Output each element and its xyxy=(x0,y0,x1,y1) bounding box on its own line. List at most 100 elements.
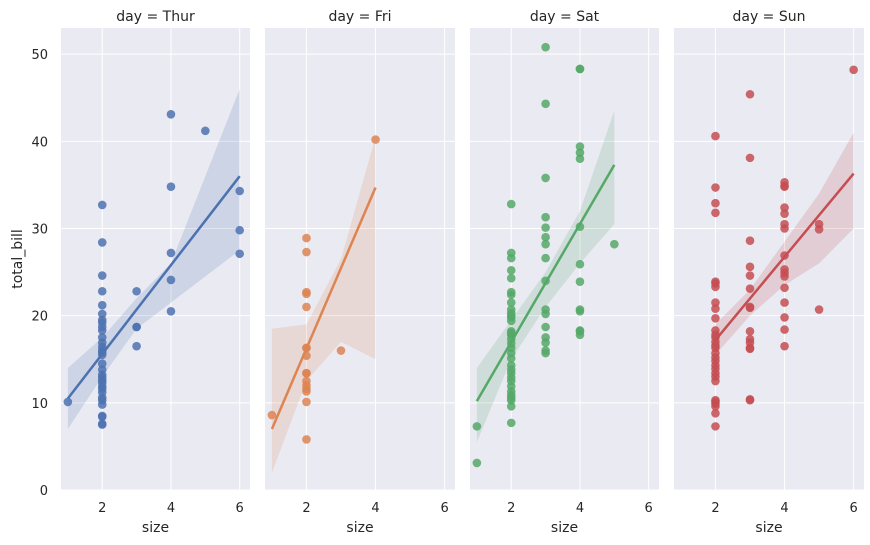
data-point xyxy=(745,395,755,404)
data-point xyxy=(63,397,73,407)
data-point xyxy=(575,259,585,269)
regression-line xyxy=(270,187,377,430)
y-tick-label: 0 xyxy=(40,484,48,499)
facet-title: day = Thur xyxy=(116,9,195,25)
data-point xyxy=(302,302,311,312)
data-point xyxy=(541,232,550,242)
data-point xyxy=(745,303,755,313)
data-point xyxy=(506,402,516,411)
data-point xyxy=(541,322,550,332)
regression-line xyxy=(714,172,855,341)
data-point xyxy=(711,298,720,307)
data-point xyxy=(166,109,176,119)
data-point xyxy=(814,225,824,234)
y-tick-label: 10 xyxy=(31,397,48,412)
data-point xyxy=(506,311,516,320)
data-point xyxy=(711,198,720,208)
data-point xyxy=(745,284,755,293)
data-point xyxy=(575,154,585,164)
data-point xyxy=(97,200,107,210)
facet-3: day = Sat 2 4 6 size xyxy=(470,9,659,536)
data-point xyxy=(235,186,244,196)
data-point xyxy=(575,277,585,286)
data-point xyxy=(97,326,107,335)
data-point xyxy=(97,400,107,409)
data-point xyxy=(472,458,482,468)
confidence-band xyxy=(476,110,615,443)
facet-background xyxy=(470,28,659,490)
data-point xyxy=(336,346,346,355)
data-point xyxy=(506,395,516,405)
regression-line xyxy=(475,164,616,402)
data-point xyxy=(541,253,550,263)
data-point xyxy=(780,313,789,322)
data-point xyxy=(780,272,789,281)
data-point xyxy=(302,247,311,257)
data-point xyxy=(506,328,516,338)
data-point xyxy=(780,224,789,233)
data-point xyxy=(745,327,755,336)
facet-title: day = Sun xyxy=(732,9,805,25)
data-point xyxy=(97,309,107,319)
x-tick-label: 4 xyxy=(576,501,584,516)
data-point xyxy=(711,183,720,192)
data-point xyxy=(814,305,824,314)
x-tick-label: 2 xyxy=(98,501,106,516)
facet-4: day = Sun 2 4 6 size xyxy=(674,9,864,536)
data-point xyxy=(541,42,550,52)
x-axis-label: size xyxy=(551,520,578,536)
data-point xyxy=(302,287,311,297)
data-point xyxy=(711,304,720,313)
x-tick-label: 6 xyxy=(849,501,857,516)
data-point xyxy=(235,225,244,235)
data-point xyxy=(780,341,789,351)
data-point xyxy=(132,322,141,332)
y-tick-label: 40 xyxy=(31,135,48,150)
data-point xyxy=(711,313,720,323)
data-point xyxy=(780,209,789,218)
data-point xyxy=(745,153,755,163)
data-point xyxy=(575,148,585,157)
data-point xyxy=(472,422,482,431)
facet-background xyxy=(265,28,455,490)
data-point xyxy=(575,330,585,340)
facet-title: day = Sat xyxy=(530,9,600,25)
x-tick-label: 6 xyxy=(236,501,244,516)
data-point xyxy=(711,208,720,218)
data-point xyxy=(506,273,516,283)
data-point xyxy=(97,420,107,429)
data-point xyxy=(302,435,311,444)
data-point xyxy=(506,354,516,363)
x-tick-label: 6 xyxy=(440,501,448,516)
data-point xyxy=(97,359,107,368)
data-point xyxy=(541,223,550,232)
data-point xyxy=(97,238,107,247)
data-point xyxy=(541,338,550,347)
data-point xyxy=(506,253,516,263)
data-point xyxy=(97,378,107,388)
data-point xyxy=(745,236,755,245)
data-point xyxy=(97,286,107,296)
x-axis-label: size xyxy=(346,520,373,536)
data-point xyxy=(711,376,720,386)
data-point xyxy=(506,418,516,428)
data-point xyxy=(610,239,619,249)
confidence-band xyxy=(271,136,376,473)
data-point xyxy=(780,203,789,212)
data-point xyxy=(711,422,720,431)
data-point xyxy=(541,173,550,183)
data-point xyxy=(780,181,789,191)
data-point xyxy=(780,298,789,307)
x-tick-label: 2 xyxy=(507,501,515,516)
data-point xyxy=(745,262,755,272)
regression-line xyxy=(66,175,241,400)
data-point xyxy=(711,408,720,418)
x-tick-label: 4 xyxy=(780,501,788,516)
data-point xyxy=(506,298,516,307)
data-point xyxy=(745,89,755,99)
data-point xyxy=(371,135,380,144)
facet-background xyxy=(674,28,864,490)
data-point xyxy=(711,282,720,292)
data-point xyxy=(575,64,585,74)
